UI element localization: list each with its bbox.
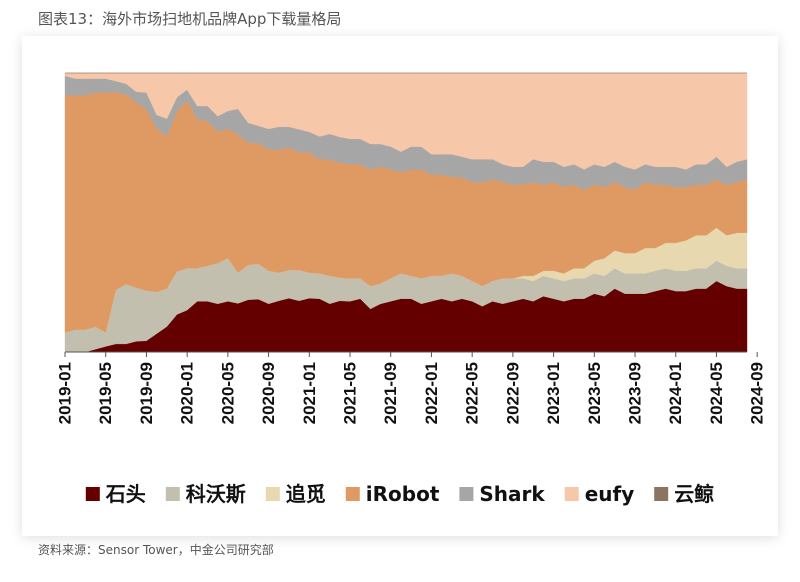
x-tick-label: 2023-05 xyxy=(585,362,604,424)
x-tick-label: 2023-01 xyxy=(544,362,563,424)
x-tick-label: 2022-09 xyxy=(503,362,522,424)
x-tick-label: 2024-05 xyxy=(707,362,726,424)
legend-label-6: 云鲸 xyxy=(674,482,714,506)
legend: 石头 科沃斯 追觅 iRobot Shark eufy 云鲸 xyxy=(85,482,714,506)
x-tick-label: 2021-05 xyxy=(341,362,360,424)
legend-swatch-0 xyxy=(85,487,100,501)
legend-swatch-6 xyxy=(654,487,669,501)
x-tick-label: 2023-09 xyxy=(626,362,645,424)
x-tick-label: 2020-09 xyxy=(259,362,278,424)
legend-swatch-4 xyxy=(459,487,474,501)
x-tick-label: 2021-09 xyxy=(381,362,400,424)
x-tick-label: 2019-01 xyxy=(56,362,75,424)
x-tick-label: 2021-01 xyxy=(300,362,319,424)
area-series-group xyxy=(64,72,748,353)
stacked-area-chart: 2019-01 2019-05 2019-09 2020-01 2020-05 2020-… xyxy=(56,72,767,506)
legend-label-2: 追觅 xyxy=(286,482,326,506)
x-tick-label: 2020-05 xyxy=(218,362,237,424)
legend-label-3: iRobot xyxy=(366,482,440,506)
chart-card: 2019-01 2019-05 2019-09 2020-01 2020-05 2020-… xyxy=(22,36,778,536)
source-note: 资料来源：Sensor Tower，中金公司研究部 xyxy=(38,543,274,557)
legend-label-5: eufy xyxy=(585,482,635,506)
x-tick-label: 2024-09 xyxy=(748,362,767,424)
x-tick-label: 2022-01 xyxy=(422,362,441,424)
figure-title: 图表13：海外市场扫地机品牌App下载量格局 xyxy=(38,10,342,28)
legend-swatch-2 xyxy=(265,487,280,501)
x-tick-label: 2019-09 xyxy=(137,362,156,424)
legend-swatch-3 xyxy=(345,487,360,501)
x-tick-label: 2020-01 xyxy=(178,362,197,424)
x-tick-label: 2024-01 xyxy=(666,362,685,424)
x-axis: 2019-01 2019-05 2019-09 2020-01 2020-05 2020-… xyxy=(56,351,767,424)
legend-swatch-5 xyxy=(564,487,579,501)
legend-label-1: 科沃斯 xyxy=(186,482,246,506)
legend-label-0: 石头 xyxy=(105,482,146,506)
x-tick-label: 2022-05 xyxy=(463,362,482,424)
legend-label-4: Shark xyxy=(479,482,545,506)
legend-swatch-1 xyxy=(165,487,180,501)
x-tick-label: 2019-05 xyxy=(96,362,115,424)
